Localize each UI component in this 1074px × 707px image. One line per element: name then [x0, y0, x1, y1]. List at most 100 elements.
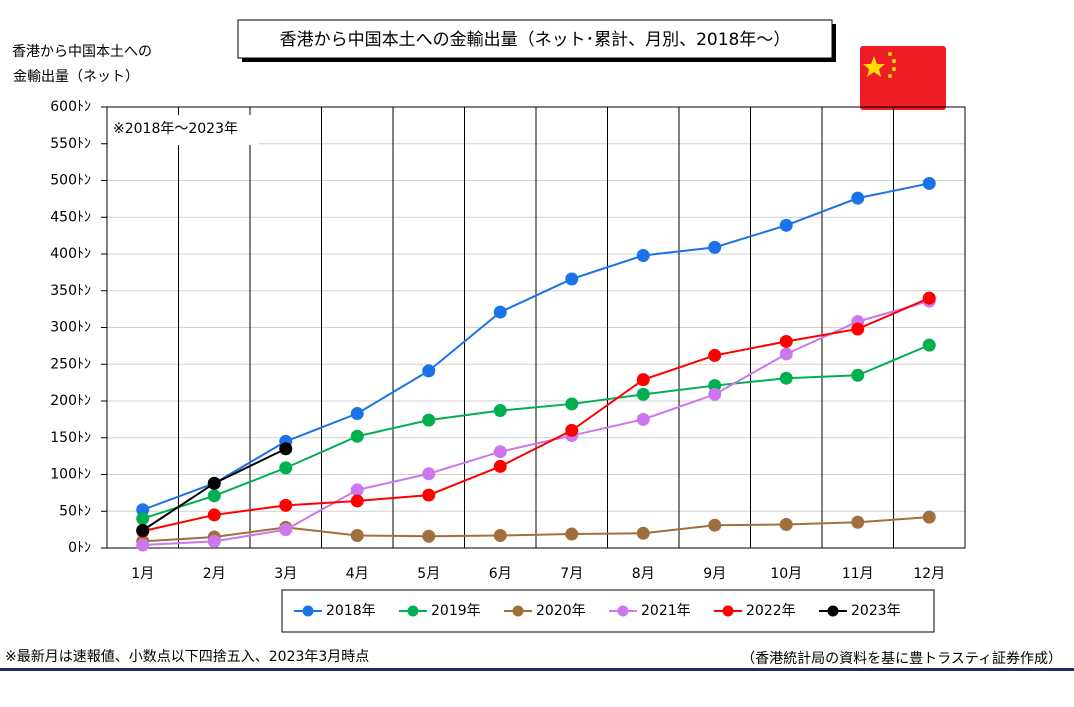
annotation: ※2018年～2023年 — [113, 121, 238, 137]
x-tick-label: 8月 — [632, 566, 655, 582]
x-tick-label: 10月 — [770, 566, 802, 582]
data-point — [422, 467, 436, 481]
y-tick-label: 600ﾄﾝ — [50, 99, 91, 115]
y-tick-label: 100ﾄﾝ — [50, 467, 91, 483]
data-point — [207, 508, 221, 522]
data-point — [922, 510, 936, 524]
data-point — [565, 397, 579, 411]
y-tick-label: 300ﾄﾝ — [50, 320, 91, 336]
legend-marker — [827, 605, 839, 617]
legend-label: 2021年 — [641, 603, 691, 619]
y-tick-label: 550ﾄﾝ — [50, 136, 91, 152]
series-line — [142, 297, 930, 533]
source: （香港統計局の資料を基に豊トラスティ証券作成） — [741, 650, 1062, 667]
data-point — [708, 348, 722, 362]
data-point — [708, 240, 722, 254]
x-tick-label: 6月 — [489, 566, 512, 582]
series-line — [142, 344, 930, 520]
data-point — [350, 483, 364, 497]
data-point — [708, 387, 722, 401]
y-axis-label: 香港から中国本土への — [12, 44, 152, 60]
data-point — [636, 248, 650, 262]
series-line — [142, 182, 930, 511]
x-tick-label: 9月 — [703, 566, 726, 582]
data-point — [493, 404, 507, 418]
y-tick-label: 50ﾄﾝ — [59, 503, 91, 519]
data-point — [350, 406, 364, 420]
data-point — [422, 488, 436, 502]
series-line — [142, 300, 930, 547]
flag-star — [888, 52, 892, 56]
x-tick-label: 11月 — [842, 566, 874, 582]
y-tick-label: 400ﾄﾝ — [50, 246, 91, 262]
y-tick-label: 450ﾄﾝ — [50, 209, 91, 225]
data-point — [779, 218, 793, 232]
data-point — [350, 529, 364, 543]
data-point — [708, 518, 722, 532]
x-tick-label: 4月 — [346, 566, 369, 582]
legend-label: 2023年 — [851, 603, 901, 619]
legend-marker — [302, 605, 314, 617]
flag-star — [863, 56, 885, 77]
x-tick-label: 12月 — [913, 566, 945, 582]
data-point — [779, 517, 793, 531]
data-point — [565, 527, 579, 541]
y-tick-label: 150ﾄﾝ — [50, 430, 91, 446]
data-point — [493, 305, 507, 319]
y-tick-label: 0ﾄﾝ — [68, 540, 91, 556]
data-point — [779, 371, 793, 385]
data-point — [565, 272, 579, 286]
x-tick-label: 5月 — [417, 566, 440, 582]
data-point — [422, 364, 436, 378]
legend-marker — [512, 605, 524, 617]
series-line — [142, 516, 930, 543]
data-point — [636, 526, 650, 540]
data-point — [279, 461, 293, 475]
data-point — [779, 347, 793, 361]
data-point — [422, 529, 436, 543]
data-point — [422, 413, 436, 427]
data-point — [279, 523, 293, 537]
data-point — [207, 534, 221, 548]
data-point — [922, 291, 936, 305]
data-point — [493, 459, 507, 473]
data-point — [207, 476, 221, 490]
data-point — [851, 515, 865, 529]
x-tick-label: 2月 — [203, 566, 226, 582]
data-point — [136, 538, 150, 552]
flag — [860, 46, 946, 110]
y-tick-label: 500ﾄﾝ — [50, 173, 91, 189]
plot-border — [106, 106, 966, 549]
flag-star — [888, 74, 892, 78]
x-tick-label: 7月 — [560, 566, 583, 582]
legend-label: 2022年 — [746, 603, 796, 619]
title-box — [237, 19, 833, 59]
data-point — [350, 494, 364, 508]
data-point — [922, 176, 936, 190]
y-axis-label: 金輸出量（ネット） — [13, 69, 139, 85]
y-tick-label: 350ﾄﾝ — [50, 283, 91, 299]
data-point — [851, 368, 865, 382]
data-point — [636, 387, 650, 401]
flag-body — [860, 46, 946, 110]
chart-title: 香港から中国本土への金輸出量（ネット･累計、月別、2018年～） — [280, 30, 791, 50]
flag-star — [892, 67, 896, 71]
legend-label: 2018年 — [326, 603, 376, 619]
x-tick-label: 1月 — [131, 566, 154, 582]
footnote: ※最新月は速報値、小数点以下四捨五入、2023年3月時点 — [5, 648, 369, 665]
data-point — [279, 442, 293, 456]
footer-line — [0, 668, 1074, 671]
annotation-bg — [109, 115, 259, 145]
data-point — [136, 512, 150, 526]
data-point — [636, 373, 650, 387]
flag-star — [892, 59, 896, 63]
data-point — [851, 191, 865, 205]
y-tick-label: 200ﾄﾝ — [50, 393, 91, 409]
x-tick-label: 3月 — [274, 566, 297, 582]
data-point — [565, 423, 579, 437]
y-tick-label: 250ﾄﾝ — [50, 356, 91, 372]
data-point — [636, 412, 650, 426]
data-point — [207, 489, 221, 503]
legend-label: 2020年 — [536, 603, 586, 619]
